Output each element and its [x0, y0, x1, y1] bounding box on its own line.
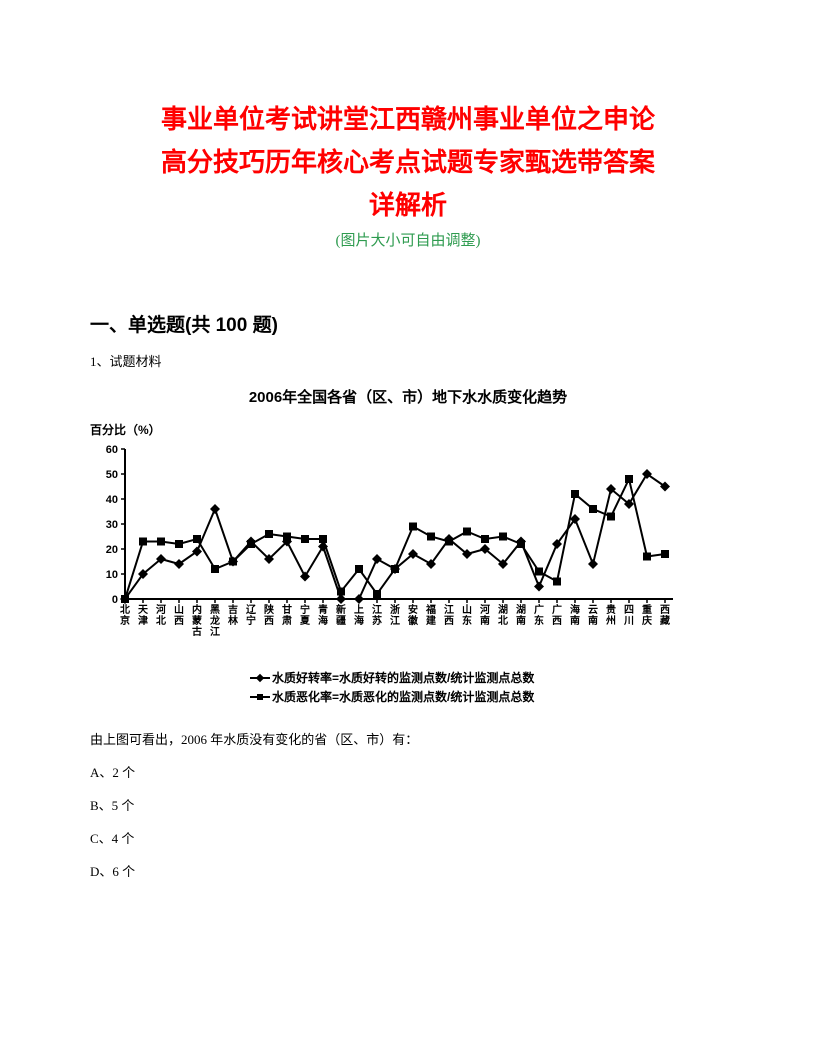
svg-text:陕: 陕	[264, 603, 274, 616]
square-icon	[250, 692, 270, 702]
svg-text:60: 60	[106, 444, 118, 456]
svg-text:江: 江	[390, 614, 400, 627]
svg-text:浙: 浙	[390, 603, 400, 616]
section-heading: 一、单选题(共 100 题)	[90, 310, 726, 337]
option-b: B、5 个	[90, 795, 726, 814]
svg-text:河: 河	[480, 604, 490, 616]
svg-text:京: 京	[120, 614, 130, 627]
svg-text:江: 江	[372, 603, 382, 616]
svg-text:上: 上	[354, 603, 364, 616]
svg-text:藏: 藏	[660, 614, 670, 627]
svg-text:南: 南	[588, 614, 598, 627]
svg-text:30: 30	[106, 519, 118, 531]
svg-text:夏: 夏	[299, 615, 311, 627]
svg-text:蒙: 蒙	[192, 614, 202, 627]
svg-text:青: 青	[318, 603, 328, 616]
svg-text:山: 山	[462, 603, 472, 616]
subtitle: (图片大小可自由调整)	[90, 229, 726, 250]
legend-text-1: 水质好转率=水质好转的监测点数/统计监测点总数	[272, 669, 534, 686]
chart-svg: 0102030405060北京天津河北山西内蒙古黑龙江吉林辽宁陕西甘肃宁夏青海新…	[90, 444, 726, 659]
svg-text:海: 海	[570, 603, 580, 616]
question-number-label: 1、试题材料	[90, 351, 726, 370]
y-axis-label: 百分比（%）	[90, 421, 726, 438]
svg-text:北: 北	[498, 614, 508, 627]
svg-text:甘: 甘	[282, 603, 292, 616]
legend-text-2: 水质恶化率=水质恶化的监测点数/统计监测点总数	[272, 688, 534, 705]
main-title-line3: 详解析	[90, 186, 726, 225]
svg-text:江: 江	[444, 603, 454, 616]
svg-text:西: 西	[552, 615, 562, 627]
svg-text:南: 南	[516, 614, 526, 627]
svg-text:肃: 肃	[282, 614, 292, 627]
svg-text:天: 天	[138, 604, 149, 616]
svg-text:州: 州	[605, 615, 616, 627]
svg-text:0: 0	[112, 594, 118, 606]
svg-text:林: 林	[228, 614, 239, 627]
svg-text:广: 广	[534, 603, 544, 616]
svg-text:江: 江	[210, 625, 220, 638]
svg-text:宁: 宁	[246, 614, 256, 627]
svg-text:50: 50	[106, 469, 118, 481]
svg-text:黑: 黑	[210, 604, 220, 616]
svg-text:庆: 庆	[641, 614, 652, 627]
main-title-line1: 事业单位考试讲堂江西赣州事业单位之申论	[90, 100, 726, 139]
svg-text:西: 西	[660, 604, 670, 616]
legend-row-1: 水质好转率=水质好转的监测点数/统计监测点总数	[250, 669, 726, 686]
svg-text:海: 海	[318, 614, 328, 627]
svg-text:疆: 疆	[336, 615, 346, 627]
svg-text:南: 南	[570, 614, 580, 627]
svg-text:川: 川	[623, 615, 634, 627]
svg-text:吉: 吉	[228, 603, 238, 616]
svg-text:山: 山	[174, 603, 184, 616]
svg-text:广: 广	[552, 603, 562, 616]
svg-text:龙: 龙	[209, 614, 220, 627]
svg-text:云: 云	[588, 604, 598, 616]
legend-block: 水质好转率=水质好转的监测点数/统计监测点总数 水质恶化率=水质恶化的监测点数/…	[90, 669, 726, 705]
main-title-line2: 高分技巧历年核心考点试题专家甄选带答案	[90, 143, 726, 182]
svg-text:内: 内	[192, 603, 202, 616]
svg-text:安: 安	[408, 603, 418, 616]
title-block: 事业单位考试讲堂江西赣州事业单位之申论 高分技巧历年核心考点试题专家甄选带答案 …	[90, 100, 726, 250]
legend-row-2: 水质恶化率=水质恶化的监测点数/统计监测点总数	[250, 688, 726, 705]
svg-text:新: 新	[336, 603, 346, 616]
svg-text:贵: 贵	[606, 603, 616, 616]
svg-text:徽: 徽	[407, 614, 419, 627]
option-d: D、6 个	[90, 861, 726, 880]
svg-text:古: 古	[192, 625, 202, 638]
svg-text:四: 四	[624, 604, 634, 616]
svg-text:东: 东	[534, 614, 544, 627]
svg-text:辽: 辽	[246, 604, 257, 616]
svg-text:10: 10	[106, 569, 118, 581]
chart-title: 2006年全国各省（区、市）地下水水质变化趋势	[90, 386, 726, 407]
diamond-icon	[250, 673, 270, 683]
chart-container: 2006年全国各省（区、市）地下水水质变化趋势 百分比（%） 0 10 20 30 40…	[90, 386, 726, 705]
svg-text:20: 20	[106, 544, 118, 556]
svg-text:西: 西	[444, 615, 454, 627]
svg-text:西: 西	[264, 615, 274, 627]
svg-text:苏: 苏	[372, 614, 382, 627]
svg-text:福: 福	[425, 603, 436, 616]
svg-text:津: 津	[138, 614, 148, 627]
option-c: C、4 个	[90, 828, 726, 847]
line-chart-svg: 0102030405060北京天津河北山西内蒙古黑龙江吉林辽宁陕西甘肃宁夏青海新…	[90, 444, 710, 654]
question-stem: 由上图可看出，2006 年水质没有变化的省（区、市）有：	[90, 729, 726, 748]
svg-text:重: 重	[642, 603, 652, 616]
svg-text:湖: 湖	[516, 603, 526, 616]
svg-text:北: 北	[156, 614, 166, 627]
svg-text:湖: 湖	[498, 603, 508, 616]
svg-text:海: 海	[354, 614, 364, 627]
svg-text:东: 东	[462, 614, 472, 627]
svg-text:北: 北	[120, 603, 130, 616]
option-a: A、2 个	[90, 762, 726, 781]
svg-text:建: 建	[425, 614, 437, 627]
svg-text:南: 南	[480, 614, 490, 627]
svg-text:河: 河	[156, 604, 166, 616]
svg-text:宁: 宁	[300, 603, 310, 616]
svg-text:西: 西	[174, 615, 184, 627]
svg-text:40: 40	[106, 494, 118, 506]
